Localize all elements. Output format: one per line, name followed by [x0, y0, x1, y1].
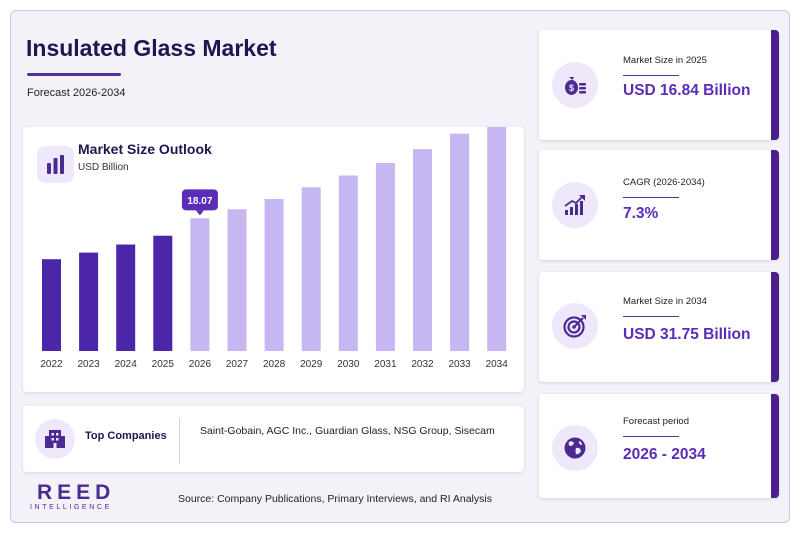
stat-value: 2026 - 2034 [623, 446, 706, 463]
reed-logo-tagline: INTELLIGENCE [30, 504, 112, 511]
growth-chart-icon [552, 182, 598, 228]
x-tick-label: 2032 [411, 359, 434, 370]
bar-2025 [153, 235, 173, 351]
bar-chart: 2022 2023 2024 2025 2026 2027 2028 2029 2030 2031… [40, 127, 509, 370]
x-tick-label: 2025 [152, 359, 175, 370]
value-callout: 18.07 [181, 189, 218, 216]
x-tick-label: 2031 [374, 359, 397, 370]
stat-card-cagr: CAGR (2026-2034) 7.3% [539, 150, 779, 260]
companies-card: Top Companies Saint-Gobain, AGC Inc., Gu… [23, 406, 524, 472]
companies-divider [179, 418, 180, 464]
stat-card-forecast-period: Forecast period 2026 - 2034 [539, 394, 779, 498]
stat-value: USD 16.84 Billion [623, 82, 751, 99]
stat-card-market-size-2025: $ Market Size in 2025 USD 16.84 Billion [539, 30, 779, 140]
chart-title: Market Size Outlook [78, 141, 212, 157]
x-tick-label: 2028 [263, 359, 286, 370]
bar-2032 [413, 149, 432, 351]
stat-label: CAGR (2026-2034) [623, 177, 705, 188]
page-subtitle: Forecast 2026-2034 [27, 87, 126, 99]
callout-label: 18.07 [187, 196, 212, 207]
stat-label: Forecast period [623, 416, 690, 427]
chart-unit: USD Billion [78, 162, 129, 173]
stat-label: Market Size in 2025 [623, 55, 707, 66]
x-tick-label: 2023 [77, 359, 100, 370]
stat-rule [623, 316, 679, 317]
reed-logo: REED [37, 481, 116, 504]
x-tick-label: 2027 [226, 359, 249, 370]
stat-rule [623, 197, 679, 198]
bar-2024 [116, 244, 136, 351]
x-tick-label: 2030 [337, 359, 360, 370]
money-bag-icon: $ [552, 62, 598, 108]
stat-value: 7.3% [623, 205, 659, 222]
source-note: Source: Company Publications, Primary In… [178, 493, 492, 505]
title-underline [27, 73, 121, 76]
bar-2029 [301, 187, 321, 351]
bar-2033 [450, 133, 470, 351]
bar-2030 [338, 175, 358, 351]
bar-2026 [190, 218, 210, 351]
top-companies-list: Saint-Gobain, AGC Inc., Guardian Glass, … [200, 425, 495, 437]
bar-2028 [264, 199, 284, 351]
stat-rule [623, 75, 679, 76]
target-icon [552, 303, 598, 349]
x-tick-label: 2024 [115, 359, 138, 370]
stat-label: Market Size in 2034 [623, 296, 707, 307]
bar-chart-icon [37, 146, 74, 183]
bar-2031 [375, 163, 395, 351]
stat-value: USD 31.75 Billion [623, 326, 751, 343]
stat-rule [623, 436, 679, 437]
x-tick-label: 2033 [448, 359, 471, 370]
bar-2034 [487, 127, 507, 351]
x-tick-label: 2026 [189, 359, 212, 370]
bar-2027 [227, 209, 247, 351]
x-tick-label: 2034 [486, 359, 509, 370]
bar-2023 [79, 252, 99, 351]
x-tick-label: 2022 [40, 359, 63, 370]
globe-icon [552, 425, 598, 471]
x-tick-label: 2029 [300, 359, 323, 370]
page-title: Insulated Glass Market [26, 35, 277, 61]
svg-text:$: $ [569, 83, 574, 93]
top-companies-label: Top Companies [85, 430, 167, 442]
building-icon [35, 419, 75, 459]
bar-2022 [42, 259, 61, 351]
stat-card-market-size-2034: Market Size in 2034 USD 31.75 Billion [539, 272, 779, 382]
